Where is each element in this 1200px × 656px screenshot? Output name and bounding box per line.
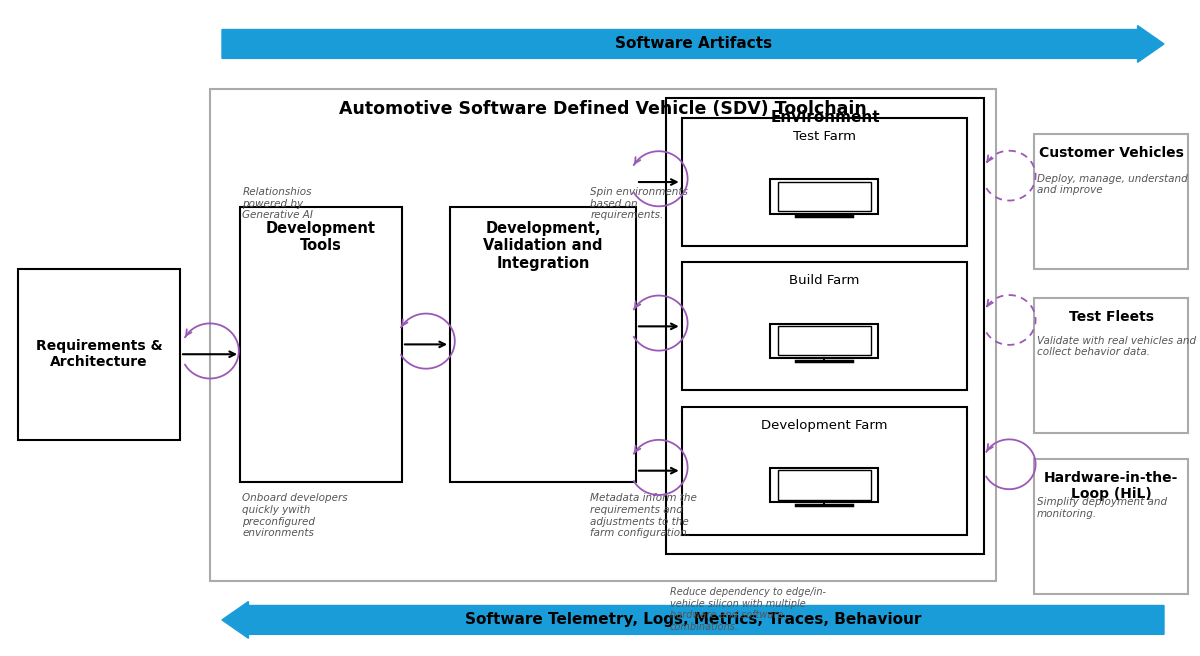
FancyBboxPatch shape (682, 262, 967, 390)
FancyBboxPatch shape (18, 269, 180, 440)
Text: Onboard developers
quickly ywith
preconfigured
environments: Onboard developers quickly ywith preconf… (242, 493, 348, 538)
FancyArrow shape (222, 26, 1164, 62)
Text: Environment: Environment (770, 110, 880, 125)
Text: Development Farm: Development Farm (761, 419, 888, 432)
Text: Development,
Validation and
Integration: Development, Validation and Integration (484, 221, 602, 271)
FancyBboxPatch shape (778, 326, 871, 356)
Text: Software Telemetry, Logs, Metrics, Traces, Behaviour: Software Telemetry, Logs, Metrics, Trace… (466, 613, 922, 627)
FancyBboxPatch shape (682, 407, 967, 535)
FancyArrow shape (222, 602, 1164, 638)
Text: Customer Vehicles: Customer Vehicles (1039, 146, 1183, 160)
Text: Validate with real vehicles and
collect behavior data.: Validate with real vehicles and collect … (1037, 336, 1196, 358)
FancyBboxPatch shape (778, 182, 871, 211)
Text: Automotive Software Defined Vehicle (SDV) Toolchain: Automotive Software Defined Vehicle (SDV… (340, 100, 866, 118)
Text: Development
Tools: Development Tools (266, 221, 376, 253)
FancyBboxPatch shape (770, 179, 878, 214)
Text: Build Farm: Build Farm (790, 274, 859, 287)
Text: Simplify deployment and
monitoring.: Simplify deployment and monitoring. (1037, 497, 1166, 519)
Text: Software Artifacts: Software Artifacts (616, 37, 772, 51)
Text: Deploy, manage, understand
and improve: Deploy, manage, understand and improve (1037, 174, 1188, 195)
FancyBboxPatch shape (240, 207, 402, 482)
FancyBboxPatch shape (450, 207, 636, 482)
Text: Hardware-in-the-
Loop (HiL): Hardware-in-the- Loop (HiL) (1044, 471, 1178, 501)
FancyBboxPatch shape (666, 98, 984, 554)
FancyBboxPatch shape (770, 323, 878, 358)
Text: Test Farm: Test Farm (793, 130, 856, 143)
Text: Test Fleets: Test Fleets (1069, 310, 1153, 324)
FancyBboxPatch shape (210, 89, 996, 581)
Text: Spin environments
based on
requirements.: Spin environments based on requirements. (590, 187, 689, 220)
Text: Metadata inform the
requirements and
adjustments to the
farm configuration.: Metadata inform the requirements and adj… (590, 493, 697, 538)
Text: Reduce dependency to edge/in-
vehicle silicon with multiple
hardware and softwar: Reduce dependency to edge/in- vehicle si… (670, 587, 826, 632)
FancyBboxPatch shape (1034, 298, 1188, 433)
FancyBboxPatch shape (1034, 134, 1188, 269)
Text: Relationshios
powered by
Generative AI: Relationshios powered by Generative AI (242, 187, 313, 220)
FancyBboxPatch shape (682, 118, 967, 246)
Text: Requirements &
Architecture: Requirements & Architecture (36, 339, 162, 369)
FancyBboxPatch shape (778, 470, 871, 500)
FancyBboxPatch shape (1034, 459, 1188, 594)
FancyBboxPatch shape (770, 468, 878, 502)
